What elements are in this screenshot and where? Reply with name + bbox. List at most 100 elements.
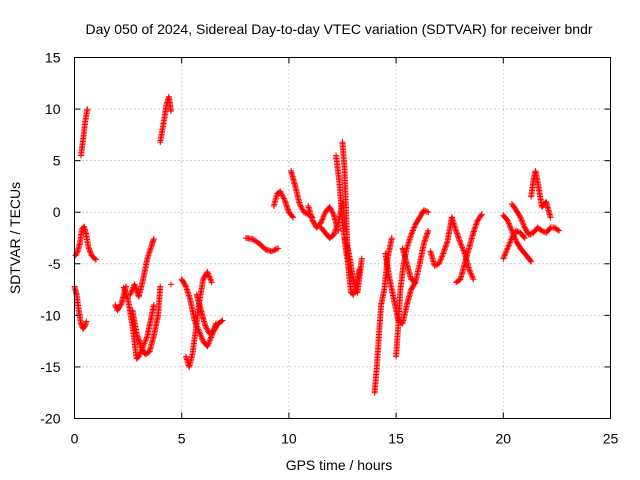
data-point (519, 220, 526, 227)
data-point (117, 301, 124, 308)
data-point (507, 224, 514, 231)
data-point (503, 216, 510, 223)
y-tick-label: -5 (48, 256, 61, 272)
data-point (297, 202, 304, 209)
data-point (504, 217, 511, 224)
data-point (141, 338, 148, 345)
data-point (437, 256, 444, 263)
data-point (469, 273, 476, 280)
data-point (468, 271, 475, 278)
data-point (117, 302, 124, 309)
data-point (206, 338, 213, 345)
x-tick-label: 10 (281, 431, 297, 447)
data-point (204, 343, 211, 350)
series-t6 (127, 236, 157, 300)
data-point (271, 247, 278, 254)
data-point (467, 270, 474, 277)
data-point (507, 239, 514, 246)
y-tick-label: 0 (53, 204, 61, 220)
data-point (520, 233, 527, 240)
data-point (299, 206, 306, 213)
series-t25 (427, 214, 455, 269)
data-point (206, 337, 213, 344)
series-t20 (341, 235, 365, 296)
data-point (459, 244, 466, 251)
data-point (167, 108, 174, 115)
data-point (296, 200, 303, 207)
data-point (521, 223, 528, 230)
data-point (328, 206, 335, 213)
data-point (136, 352, 143, 359)
data-point (167, 281, 174, 288)
data-point (537, 227, 544, 234)
data-point (517, 214, 524, 221)
data-point (503, 248, 510, 255)
data-point (358, 255, 365, 262)
data-point (319, 216, 326, 223)
data-point (275, 245, 282, 252)
data-point (272, 246, 279, 253)
x-tick-label: 20 (496, 431, 512, 447)
data-point (321, 210, 328, 217)
data-point (458, 241, 465, 248)
data-point (87, 249, 94, 256)
data-point (516, 213, 523, 220)
data-point (127, 291, 134, 298)
data-point (157, 283, 164, 290)
data-point (318, 218, 325, 225)
data-point (457, 240, 464, 247)
series-t24 (399, 227, 432, 286)
data-point (505, 218, 512, 225)
data-point (460, 247, 467, 254)
series-t12 (193, 291, 226, 337)
data-point (439, 251, 446, 258)
data-point (410, 226, 417, 233)
data-point (150, 236, 157, 243)
data-point (538, 227, 545, 234)
data-point (465, 265, 472, 272)
data-point (527, 257, 534, 264)
data-points (71, 93, 563, 396)
data-point (502, 251, 509, 258)
data-point (74, 249, 81, 256)
data-point (478, 212, 485, 219)
series-t3 (77, 106, 91, 159)
data-point (205, 341, 212, 348)
data-point (204, 326, 211, 333)
data-point (506, 240, 513, 247)
y-axis-label: SDTVAR / TECUs (7, 182, 23, 294)
data-point (507, 237, 514, 244)
data-point (433, 262, 440, 269)
data-point (508, 226, 515, 233)
data-point (205, 340, 212, 347)
y-tick-label: 10 (45, 101, 61, 117)
data-point (207, 276, 214, 283)
data-point (431, 262, 438, 269)
data-point (409, 228, 416, 235)
data-point (86, 247, 93, 254)
data-point (527, 231, 534, 238)
data-point (526, 231, 533, 238)
data-point (198, 333, 205, 340)
y-tick-label: 15 (45, 50, 61, 66)
data-point (504, 245, 511, 252)
y-tick-label: 5 (53, 153, 61, 169)
data-point (505, 243, 512, 250)
data-point (142, 337, 149, 344)
data-point (518, 215, 525, 222)
data-point (135, 353, 142, 360)
x-tick-label: 5 (178, 431, 186, 447)
series-t1 (71, 283, 90, 332)
data-point (289, 213, 296, 220)
series-t29 (500, 227, 528, 262)
data-point (302, 209, 309, 216)
data-point (508, 236, 515, 243)
data-point (411, 223, 418, 230)
data-point (329, 209, 336, 216)
data-point (290, 214, 297, 221)
data-point (350, 290, 357, 297)
data-point (518, 217, 525, 224)
chart-title: Day 050 of 2024, Sidereal Day-to-day VTE… (85, 21, 592, 37)
data-point (72, 252, 79, 259)
data-point (137, 343, 144, 350)
